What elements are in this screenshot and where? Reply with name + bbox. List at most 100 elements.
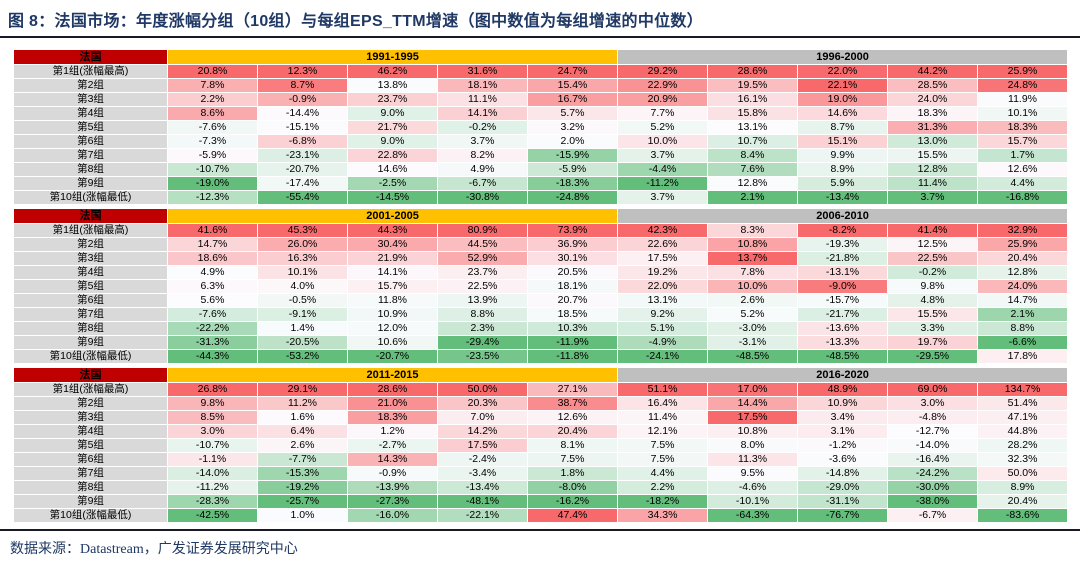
value-cell: 20.9% — [617, 92, 709, 107]
value-cell: 24.7% — [526, 64, 619, 79]
country-header-cell: 法国 — [13, 49, 168, 65]
table-row: 第9组 -19.0% -17.4% -2.5% -6.7% -18.3% -11.2% 12.… — [13, 176, 1069, 191]
value-cell: -20.7% — [257, 162, 348, 177]
value-cell: 20.3% — [437, 396, 528, 411]
value-cell: 29.2% — [617, 64, 709, 79]
value-cell: 10.9% — [797, 396, 889, 411]
value-cell: 8.1% — [526, 438, 619, 453]
value-cell: 8.8% — [977, 321, 1069, 336]
value-cell: -19.0% — [167, 176, 258, 191]
row-label-cell: 第5组 — [13, 120, 168, 135]
value-cell: 12.6% — [526, 410, 619, 425]
value-cell: 18.3% — [887, 106, 979, 121]
value-cell: -9.1% — [257, 307, 348, 322]
value-cell: -55.4% — [257, 190, 348, 205]
value-cell: 52.9% — [437, 251, 528, 266]
value-cell: -5.9% — [526, 162, 619, 177]
value-cell: 12.3% — [257, 64, 348, 79]
table-row: 第2组 9.8% 11.2% 21.0% 20.3% 38.7% 16.4% 14.4% 10.… — [13, 396, 1069, 411]
value-cell: 42.3% — [617, 223, 709, 238]
value-cell: -18.3% — [526, 176, 619, 191]
period-header-right: 2006-2010 — [617, 208, 1069, 224]
value-cell: 44.5% — [437, 237, 528, 252]
value-cell: -14.0% — [167, 466, 258, 481]
table-row: 第5组 6.3% 4.0% 15.7% 22.5% 18.1% 22.0% 10.0% -9.0… — [13, 279, 1069, 294]
value-cell: 3.0% — [167, 424, 258, 439]
value-cell: 11.1% — [437, 92, 528, 107]
value-cell: 7.5% — [526, 452, 619, 467]
row-label-cell: 第2组 — [13, 78, 168, 93]
table-row: 第4组 3.0% 6.4% 1.2% 14.2% 20.4% 12.1% 10.8% 3.1% -… — [13, 424, 1069, 439]
value-cell: 2.1% — [977, 307, 1069, 322]
value-cell: 9.9% — [797, 148, 889, 163]
value-cell: 44.8% — [977, 424, 1069, 439]
value-cell: 7.8% — [707, 265, 799, 280]
value-cell: -14.4% — [257, 106, 348, 121]
table-row: 第5组 -10.7% 2.6% -2.7% 17.5% 8.1% 7.5% 8.0% -1.2%… — [13, 438, 1069, 453]
value-cell: 31.3% — [887, 120, 979, 135]
value-cell: 7.5% — [617, 452, 709, 467]
value-cell: 11.3% — [707, 452, 799, 467]
value-cell: 3.4% — [797, 410, 889, 425]
row-label-cell: 第5组 — [13, 438, 168, 453]
value-cell: 12.6% — [977, 162, 1069, 177]
value-cell: -15.1% — [257, 120, 348, 135]
value-cell: 9.8% — [167, 396, 258, 411]
table-row: 第9组 -31.3% -20.5% 10.6% -29.4% -11.9% -4.9% -3.… — [13, 335, 1069, 350]
row-label-cell: 第3组 — [13, 251, 168, 266]
value-cell: 32.3% — [977, 452, 1069, 467]
value-cell: -31.1% — [797, 494, 889, 509]
row-label-cell: 第5组 — [13, 279, 168, 294]
value-cell: 10.0% — [707, 279, 799, 294]
value-cell: 5.1% — [617, 321, 709, 336]
value-cell: 25.9% — [977, 237, 1069, 252]
table-row: 第3组 18.6% 16.3% 21.9% 52.9% 30.1% 17.5% 13.7% -2… — [13, 251, 1069, 266]
value-cell: 13.7% — [707, 251, 799, 266]
value-cell: 16.7% — [526, 92, 619, 107]
value-cell: 18.1% — [437, 78, 528, 93]
value-cell: 47.4% — [526, 508, 619, 523]
period-header-left: 1991-1995 — [166, 49, 619, 65]
value-cell: 18.6% — [167, 251, 258, 266]
value-cell: 18.3% — [977, 120, 1069, 135]
value-cell: 9.5% — [707, 466, 799, 481]
value-cell: 15.8% — [707, 106, 799, 121]
value-cell: 10.1% — [977, 106, 1069, 121]
value-cell: -3.6% — [797, 452, 889, 467]
value-cell: 2.6% — [707, 293, 799, 308]
value-cell: -1.2% — [797, 438, 889, 453]
value-cell: 2.6% — [257, 438, 348, 453]
value-cell: 2.3% — [437, 321, 528, 336]
value-cell: 5.6% — [167, 293, 258, 308]
value-cell: 5.7% — [526, 106, 619, 121]
value-cell: -8.2% — [797, 223, 889, 238]
value-cell: -16.0% — [347, 508, 438, 523]
value-cell: 51.4% — [977, 396, 1069, 411]
value-cell: 2.2% — [167, 92, 258, 107]
value-cell: -0.9% — [347, 466, 438, 481]
row-label-cell: 第9组 — [13, 335, 168, 350]
value-cell: -15.3% — [257, 466, 348, 481]
table-row: 第7组 -7.6% -9.1% 10.9% 8.8% 18.5% 9.2% 5.2% -21.7… — [13, 307, 1069, 322]
row-label-cell: 第8组 — [13, 480, 168, 495]
value-cell: 10.9% — [347, 307, 438, 322]
value-cell: 7.6% — [707, 162, 799, 177]
value-cell: 45.3% — [257, 223, 348, 238]
value-cell: 24.0% — [977, 279, 1069, 294]
value-cell: -22.2% — [167, 321, 258, 336]
data-source: 数据来源：Datastream，广发证券发展研究中心 — [10, 542, 298, 557]
value-cell: 8.2% — [437, 148, 528, 163]
value-cell: 23.7% — [347, 92, 438, 107]
value-cell: 3.2% — [526, 120, 619, 135]
value-cell: 41.6% — [167, 223, 258, 238]
value-cell: 48.9% — [797, 382, 889, 397]
value-cell: -29.4% — [437, 335, 528, 350]
value-cell: 31.6% — [437, 64, 528, 79]
value-cell: 36.9% — [526, 237, 619, 252]
value-cell: 21.0% — [347, 396, 438, 411]
value-cell: 19.2% — [617, 265, 709, 280]
value-cell: 11.9% — [977, 92, 1069, 107]
title-divider — [0, 36, 1080, 38]
value-cell: 3.1% — [797, 424, 889, 439]
value-cell: -13.6% — [797, 321, 889, 336]
